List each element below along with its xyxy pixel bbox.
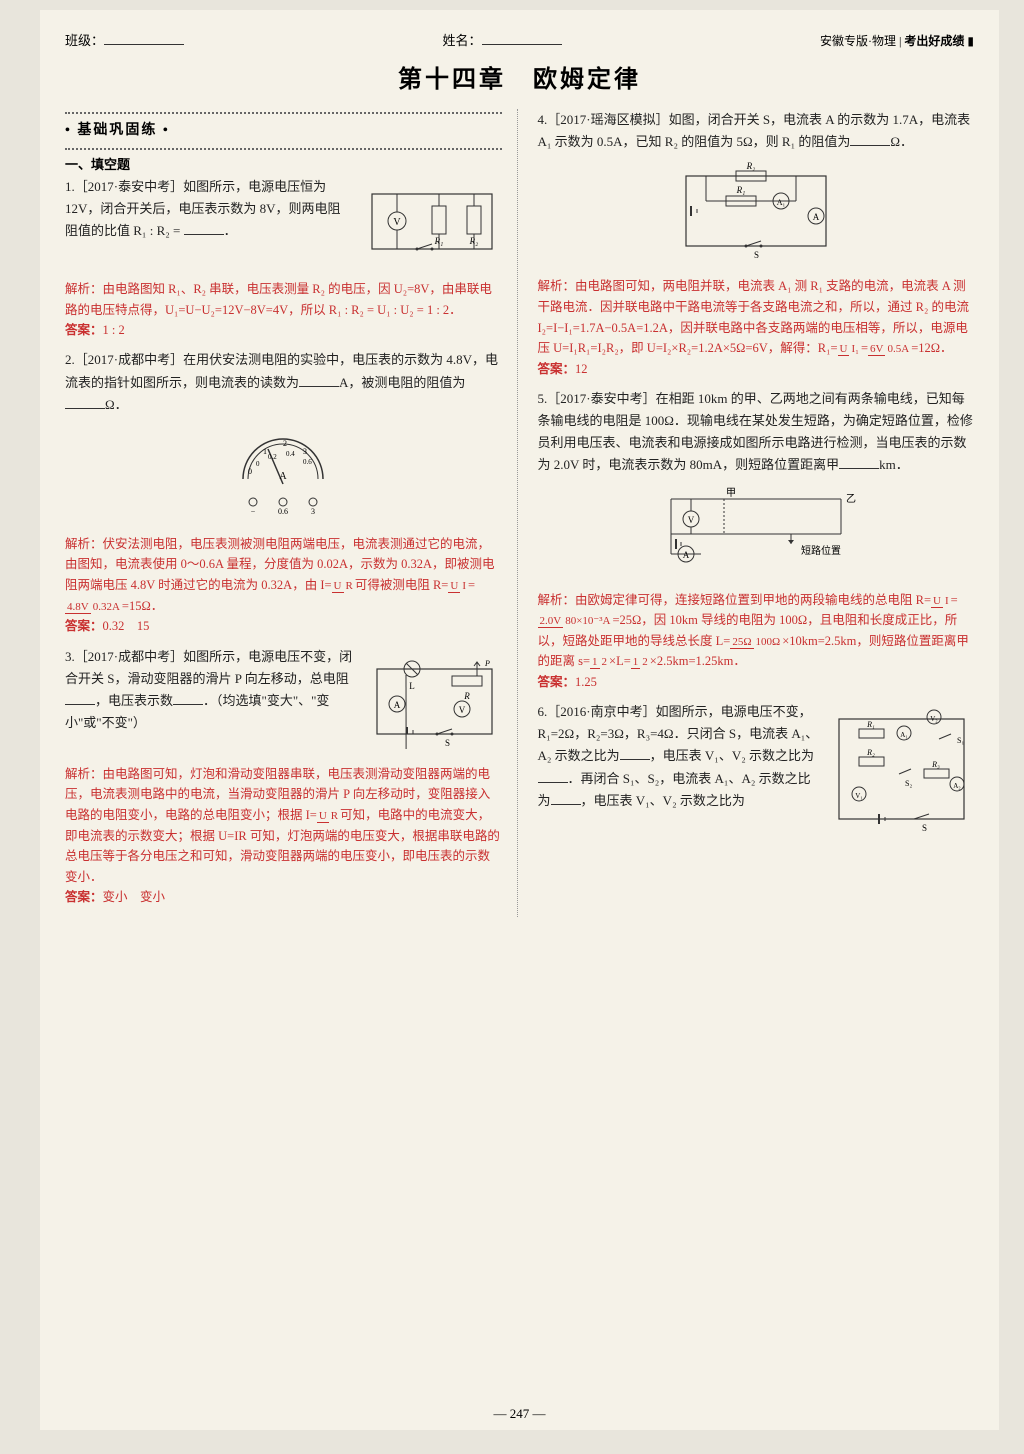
analysis-3: 解析：由电路图可知，灯泡和滑动变阻器串联，电压表测滑动变阻器两端的电压，电流表测… — [65, 764, 502, 888]
class-field: 班级： — [65, 30, 184, 49]
answer-5: 答案：1.25 — [538, 672, 975, 693]
svg-text:V: V — [393, 217, 401, 228]
chapter-title: 第十四章 欧姆定律 — [65, 59, 974, 94]
svg-text:0.6: 0.6 — [278, 507, 288, 516]
svg-text:P: P — [484, 659, 490, 668]
svg-text:R₂: R₂ — [866, 748, 875, 757]
problem-1: 1.［2017·泰安中考］如图所示，电源电压恒为12V，闭合开关后，电压表示数为… — [65, 176, 502, 342]
problem-2: 2.［2017·成都中考］在用伏安法测电阻的实验中，电压表的示数为 4.8V，电… — [65, 349, 502, 637]
svg-text:A: A — [393, 700, 400, 710]
answer-1: 答案：1 : 2 — [65, 320, 502, 341]
circuit-diagram-5: V A 甲 乙 短路位置 — [538, 484, 975, 581]
svg-text:R₁: R₁ — [735, 185, 745, 195]
analysis-1: 解析：由电路图知 R₁、R₂ 串联，电压表测量 R₂ 的电压，因 U₂=8V，由… — [65, 279, 502, 320]
edition-label: 安徽专版·物理 | 考出好成绩 ▮ — [820, 32, 974, 49]
circuit-diagram-4: R₂ R₁ A₁ A S — [538, 161, 975, 268]
problem-6: 6.［2016·南京中考］如图所示，电源电压不变，R₁=2Ω，R₂=3Ω，R₃=… — [538, 701, 975, 849]
svg-text:A: A — [813, 212, 820, 222]
svg-text:3: 3 — [303, 447, 307, 456]
circuit-diagram-1: V R₁ R₂ — [362, 184, 502, 271]
svg-text:0.4: 0.4 — [286, 450, 295, 458]
fill-blank-header: 一、填空题 — [65, 154, 502, 176]
problem-5: 5.［2017·泰安中考］在相距 10km 的甲、乙两地之间有两条输电线，已知每… — [538, 388, 975, 693]
svg-text:乙: 乙 — [846, 493, 856, 505]
answer-4: 答案：12 — [538, 359, 975, 380]
svg-text:R₁: R₁ — [866, 720, 875, 729]
circuit-diagram-3: L P R A V S — [367, 654, 502, 756]
svg-text:A₂: A₂ — [953, 782, 961, 790]
problem-4: 4.［2017·瑶海区模拟］如图，闭合开关 S，电流表 A 的示数为 1.7A，… — [538, 109, 975, 380]
svg-text:短路位置: 短路位置 — [801, 544, 841, 557]
analysis-2: 解析：伏安法测电阻，电压表测被测电阻两端电压，电流表测通过它的电流，由图知，电流… — [65, 534, 502, 617]
content-columns: • 基础巩固练 • 一、填空题 1.［2017·泰安中考］如图所示，电源电压恒为… — [65, 109, 974, 917]
analysis-5: 解析：由欧姆定律可得，连接短路位置到甲地的两段输电线的总电阻 R=UI=2.0V… — [538, 590, 975, 673]
svg-text:V₂: V₂ — [930, 715, 938, 723]
svg-text:S: S — [445, 738, 450, 748]
svg-text:−: − — [251, 507, 256, 516]
textbook-page: 班级： 姓名： 安徽专版·物理 | 考出好成绩 ▮ 第十四章 欧姆定律 • 基础… — [40, 10, 999, 1430]
ammeter-diagram: 01 23 00.2 0.40.6 A − 0.6 3 — [65, 424, 502, 526]
svg-text:V: V — [688, 515, 695, 525]
svg-text:R₂: R₂ — [745, 161, 755, 171]
page-header: 班级： 姓名： 安徽专版·物理 | 考出好成绩 ▮ — [65, 30, 974, 49]
svg-text:A₁: A₁ — [776, 198, 785, 207]
svg-text:R: R — [463, 691, 470, 701]
svg-text:V: V — [458, 705, 465, 715]
svg-text:A: A — [683, 550, 690, 560]
right-column: 4.［2017·瑶海区模拟］如图，闭合开关 S，电流表 A 的示数为 1.7A，… — [538, 109, 975, 917]
name-field: 姓名： — [442, 30, 561, 49]
svg-text:S: S — [922, 823, 927, 833]
svg-text:3: 3 — [311, 507, 315, 516]
svg-text:R₃: R₃ — [931, 760, 940, 769]
svg-text:1: 1 — [263, 447, 267, 456]
svg-text:S₂: S₂ — [905, 779, 912, 788]
left-column: • 基础巩固练 • 一、填空题 1.［2017·泰安中考］如图所示，电源电压恒为… — [65, 109, 518, 917]
svg-text:2: 2 — [283, 439, 287, 448]
svg-text:A: A — [280, 471, 288, 482]
svg-text:0: 0 — [248, 467, 252, 476]
svg-text:甲: 甲 — [726, 488, 736, 499]
svg-text:S₁: S₁ — [957, 736, 964, 745]
analysis-4: 解析：由电路图可知，两电阻并联，电流表 A₁ 测 R₁ 支路的电流，电流表 A … — [538, 276, 975, 359]
section-header: • 基础巩固练 • — [65, 119, 502, 143]
circuit-diagram-6: R₁ A₁ V₂ S₁ R₂ S₂ R₃ V₁ A₂ S — [829, 709, 974, 841]
svg-text:A₁: A₁ — [900, 731, 908, 739]
svg-text:0: 0 — [256, 460, 260, 468]
answer-3: 答案：变小 变小 — [65, 887, 502, 908]
svg-text:L: L — [409, 681, 415, 691]
page-number: — 247 — — [40, 1406, 999, 1422]
problem-3: 3.［2017·成都中考］如图所示，电源电压不变，闭合开关 S，滑动变阻器的滑片… — [65, 646, 502, 909]
svg-text:0.6: 0.6 — [303, 458, 312, 466]
answer-2: 答案：0.32 15 — [65, 616, 502, 637]
svg-text:S: S — [754, 250, 759, 260]
svg-text:V₁: V₁ — [855, 792, 863, 800]
svg-text:0.2: 0.2 — [268, 453, 277, 461]
